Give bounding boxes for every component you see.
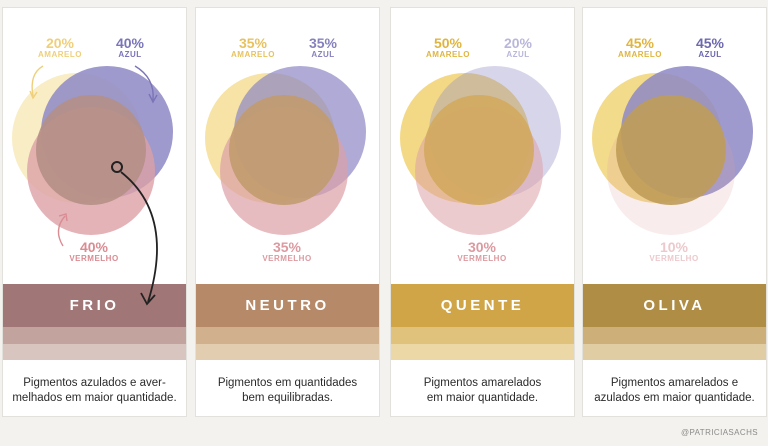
swatch-band-mid	[196, 327, 379, 344]
description: Pigmentos azulados e aver-melhados em ma…	[7, 376, 182, 406]
venn-diagram	[205, 66, 366, 235]
swatch-band-main: OLIVA	[583, 284, 766, 327]
description: Pigmentos amarelados em maior quantidade.	[395, 376, 570, 406]
color-swatch: OLIVA	[583, 284, 766, 360]
undertone-title: FRIO	[69, 297, 120, 314]
description-line: melhados em maior quantidade.	[12, 392, 177, 404]
venn-diagram	[12, 65, 173, 247]
label-azul: 40% AZUL	[100, 36, 160, 59]
yellow-arrow-icon	[29, 65, 44, 100]
overlap-region	[424, 95, 534, 205]
azul-name: AZUL	[698, 50, 722, 59]
amarelo-name: AMARELO	[426, 50, 470, 59]
amarelo-percent: 35%	[238, 35, 268, 51]
vermelho-name: VERMELHO	[649, 254, 699, 263]
venn-diagram	[400, 66, 561, 235]
amarelo-percent: 45%	[625, 35, 655, 51]
azul-percent: 40%	[115, 35, 145, 51]
label-amarelo: 50% AMARELO	[413, 36, 483, 59]
label-azul: 45% AZUL	[680, 36, 740, 59]
vermelho-percent: 40%	[79, 239, 109, 255]
description: Pigmentos em quantidades bem equilibradas…	[200, 376, 375, 406]
azul-percent: 35%	[308, 35, 338, 51]
azul-name: AZUL	[311, 50, 335, 59]
undertone-title: QUENTE	[440, 297, 525, 314]
color-swatch: NEUTRO	[196, 284, 379, 360]
vermelho-percent: 35%	[272, 239, 302, 255]
red-arrow-icon	[57, 213, 68, 247]
label-amarelo: 35% AMARELO	[218, 36, 288, 59]
swatch-band-mid	[583, 327, 766, 344]
venn-diagram	[592, 66, 753, 235]
azul-name: AZUL	[506, 50, 530, 59]
color-swatch: QUENTE	[391, 284, 574, 360]
credit-text: @PATRICIASACHS	[681, 428, 758, 437]
vermelho-percent: 10%	[659, 239, 689, 255]
overlap-region	[36, 95, 146, 205]
vermelho-name: VERMELHO	[457, 254, 507, 263]
label-vermelho: 35% VERMELHO	[251, 240, 323, 263]
color-swatch: FRIO	[3, 284, 186, 360]
description-line: em maior quantidade.	[426, 392, 539, 404]
amarelo-name: AMARELO	[231, 50, 275, 59]
swatch-band-mid	[3, 327, 186, 344]
swatch-band-mid	[391, 327, 574, 344]
description-line: Pigmentos amarelados e	[610, 377, 739, 389]
undertone-title: NEUTRO	[245, 297, 330, 314]
card-quente: 50% AMARELO 20% AZUL 30% VERMELHO QUENTE Pigmen…	[390, 7, 575, 417]
description-line: azulados em maior quantidade.	[594, 392, 755, 404]
label-vermelho: 40% VERMELHO	[58, 240, 130, 263]
blue-arrow-icon	[134, 65, 158, 104]
vermelho-percent: 30%	[467, 239, 497, 255]
vermelho-name: VERMELHO	[262, 254, 312, 263]
swatch-band-light	[196, 344, 379, 360]
swatch-band-light	[3, 344, 186, 360]
swatch-band-light	[583, 344, 766, 360]
vermelho-name: VERMELHO	[69, 254, 119, 263]
swatch-band-light	[391, 344, 574, 360]
amarelo-percent: 50%	[433, 35, 463, 51]
description: Pigmentos amarelados e azulados em maior …	[587, 376, 762, 406]
swatch-band-main: NEUTRO	[196, 284, 379, 327]
overlap-region	[616, 95, 726, 205]
description-line: bem equilibradas.	[242, 392, 333, 404]
azul-name: AZUL	[118, 50, 142, 59]
amarelo-name: AMARELO	[618, 50, 662, 59]
card-oliva: 45% AMARELO 45% AZUL 10% VERMELHO OLIVA Pigment…	[582, 7, 767, 417]
overlap-region	[229, 95, 339, 205]
swatch-band-main: FRIO	[3, 284, 186, 327]
card-neutro: 35% AMARELO 35% AZUL 35% VERMELHO NEUTRO Pigmen…	[195, 7, 380, 417]
azul-percent: 45%	[695, 35, 725, 51]
swatch-band-main: QUENTE	[391, 284, 574, 327]
description-line: Pigmentos em quantidades	[217, 377, 358, 389]
label-amarelo: 45% AMARELO	[605, 36, 675, 59]
label-amarelo: 20% AMARELO	[25, 36, 95, 59]
description-line: Pigmentos amarelados	[423, 377, 542, 389]
label-azul: 20% AZUL	[488, 36, 548, 59]
amarelo-name: AMARELO	[38, 50, 82, 59]
label-azul: 35% AZUL	[293, 36, 353, 59]
card-frio: 20% AMARELO 40% AZUL 40% VERMELHO FRIO Pigmento…	[2, 7, 187, 417]
amarelo-percent: 20%	[45, 35, 75, 51]
undertone-title: OLIVA	[643, 297, 706, 314]
azul-percent: 20%	[503, 35, 533, 51]
label-vermelho: 30% VERMELHO	[446, 240, 518, 263]
label-vermelho: 10% VERMELHO	[638, 240, 710, 263]
description-line: Pigmentos azulados e aver-	[23, 377, 166, 389]
